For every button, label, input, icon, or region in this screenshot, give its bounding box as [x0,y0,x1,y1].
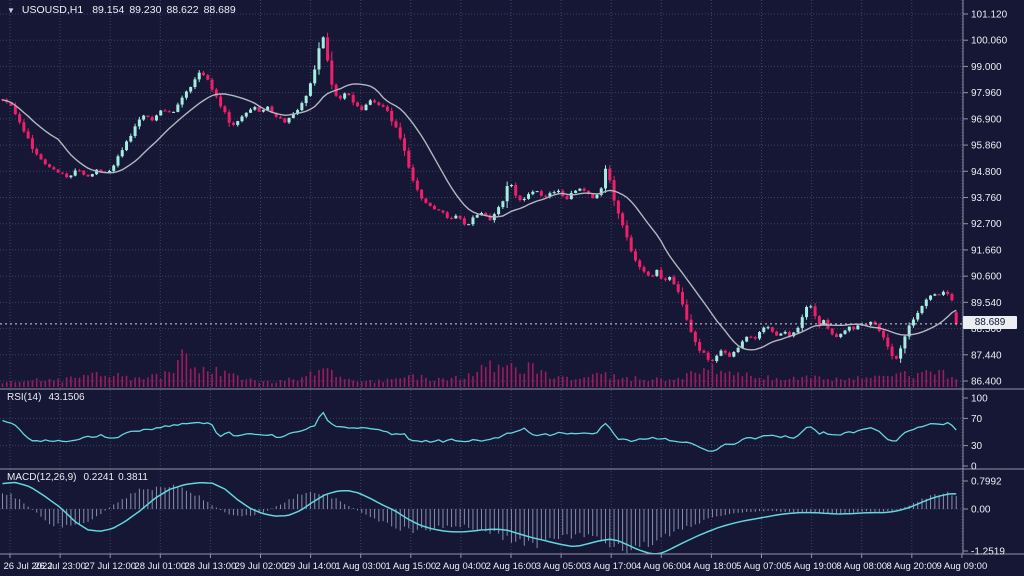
axis-labels: 101.120 100.060 99.000 97.960 96.900 95.860 94… [963,10,1008,558]
rsi-line [2,411,957,452]
macd-name: MACD(12,26,9) [7,472,77,483]
macd-histogram [2,484,957,554]
price-axis-label: 93.760 [971,193,1002,204]
time-axis-label: 29 Jul 02:00 [235,561,287,572]
moving-average-line [2,83,957,351]
price-axis-label: 95.860 [971,141,1002,152]
chevron-down-icon[interactable]: ▼ [7,5,15,15]
grid-layer [0,0,963,554]
current-price-value: 88.689 [974,317,1006,328]
volume-bars [1,349,958,387]
rsi-axis-label: 0 [971,462,977,473]
time-axis-label: 4 Aug 18:00 [686,561,737,572]
time-axis-label: 8 Aug 08:00 [836,561,887,572]
price-axis-label: 96.900 [971,114,1002,125]
price-axis-label: 86.400 [971,377,1002,388]
bar-open-value: 89.154 [92,4,125,16]
time-axis-label: 2 Aug 04:00 [436,561,487,572]
time-axis-label: 27 Jul 12:00 [84,561,136,572]
rsi-axis-label: 100 [971,394,988,405]
time-axis-label: 8 Aug 20:00 [886,561,937,572]
price-axis-label: 90.600 [971,272,1002,283]
candle-bodies-bear [1,37,958,362]
bar-high-value: 89.230 [129,4,162,16]
macd-main-value: 0.2241 [83,472,115,483]
price-axis-label: 99.000 [971,62,1002,73]
macd-signal-value: 0.3811 [118,472,148,483]
price-axis-label: 87.440 [971,350,1002,361]
time-axis-label: 5 Aug 07:00 [736,561,787,572]
bar-close-value: 88.689 [203,4,236,16]
time-axis-label: 4 Aug 06:00 [636,561,687,572]
time-axis-label: 3 Aug 17:00 [586,561,637,572]
current-price-tag: 88.689 [963,316,1017,329]
time-axis-label: 26 Jul 2022 [3,561,52,572]
macd-axis-label: 0.00 [971,505,991,516]
macd-indicator-label: MACD(12,26,9) 0.2241 0.3811 [7,472,148,483]
time-axis-label: 9 Aug 09:00 [937,561,988,572]
price-axis-label: 88.500 [971,324,1002,335]
time-axis-label: 1 Aug 15:00 [385,561,436,572]
time-axis-label: 2 Aug 16:00 [486,561,537,572]
price-axis-label: 101.120 [971,10,1008,21]
price-axis-label: 94.800 [971,167,1002,178]
rsi-name: RSI(14) [7,392,42,403]
macd-axis-label: -1.2519 [971,547,1005,558]
price-axis-label: 91.660 [971,245,1002,256]
price-axis-label: 97.960 [971,88,1002,99]
symbol-timeframe: USOUSD,H1 [21,4,84,16]
time-axis-label: 5 Aug 19:00 [786,561,837,572]
price-axis-label: 92.700 [971,219,1002,230]
time-axis-label: 3 Aug 05:00 [536,561,587,572]
time-axis-label: 28 Jul 01:00 [134,561,186,572]
time-axis-label: 29 Jul 14:00 [285,561,337,572]
price-axis-label: 100.060 [971,36,1008,47]
rsi-value: 43.1506 [48,392,85,403]
symbol-legend[interactable]: ▼ USOUSD,H1 89.154 89.230 88.622 88.689 [7,4,236,16]
macd-signal-line [2,481,957,555]
macd-axis-label: 0.7992 [971,477,1002,488]
time-axis-label: 28 Jul 13:00 [185,561,237,572]
rsi-indicator-label: RSI(14) 43.1506 [7,392,85,403]
rsi-axis-label: 70 [971,414,983,425]
rsi-axis-label: 30 [971,441,983,452]
price-axis-label: 89.540 [971,298,1002,309]
time-axis-label: 26 Jul 23:00 [34,561,86,572]
bar-low-value: 88.622 [166,4,199,16]
time-axis-label: 1 Aug 03:00 [335,561,386,572]
